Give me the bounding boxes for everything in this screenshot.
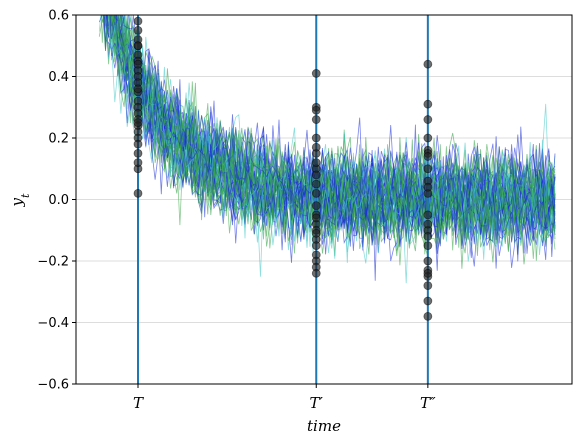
sample-point [423, 210, 433, 220]
sample-point [423, 231, 433, 241]
y-tick-label: −0.4 [37, 316, 69, 331]
sample-point [311, 158, 321, 168]
sample-point [311, 228, 321, 238]
y-tick-label: −0.6 [37, 378, 69, 393]
x-tick-label: T″ [420, 394, 436, 412]
x-axis-label: time [307, 417, 341, 435]
sample-point [423, 59, 433, 69]
sample-point [423, 99, 433, 109]
sample-points [133, 16, 433, 321]
sample-point [133, 148, 143, 158]
sample-point [423, 281, 433, 291]
sample-point [133, 16, 143, 26]
sample-point [133, 59, 143, 69]
sample-point [423, 115, 433, 124]
sample-point [311, 268, 321, 278]
y-tick-label: −0.2 [37, 255, 69, 270]
sample-path [106, 15, 556, 239]
sample-point [311, 179, 321, 189]
sample-paths [98, 15, 556, 284]
sample-point [311, 69, 321, 78]
sample-point [423, 133, 433, 143]
sample-path [107, 15, 556, 254]
sample-point [423, 152, 433, 161]
sample-point [423, 296, 433, 306]
sample-point [423, 268, 433, 278]
sample-path [109, 15, 556, 269]
y-tick-label: 0.6 [48, 9, 69, 24]
y-tick-label: 0.2 [48, 132, 69, 147]
sample-point [423, 241, 433, 251]
sample-point [133, 84, 143, 94]
sample-point [311, 105, 321, 115]
sample-point [311, 241, 321, 251]
sample-point [423, 256, 433, 266]
x-axis: T T′ T″ [133, 384, 436, 412]
y-axis: −0.6 −0.4 −0.2 0.0 0.2 0.4 0.6 [37, 9, 76, 393]
sample-point [423, 164, 433, 174]
x-tick-label: T′ [310, 394, 324, 412]
sample-path [113, 15, 556, 235]
sample-point [133, 158, 143, 168]
y-tick-label: 0.4 [48, 70, 69, 85]
sample-point [133, 139, 143, 149]
sample-path [118, 15, 556, 220]
y-axis-label: yt [8, 193, 32, 207]
sample-point [423, 182, 433, 192]
sample-point [133, 188, 143, 198]
sample-point [311, 133, 321, 143]
x-tick-label: T [133, 394, 144, 412]
y-tick-label: 0.0 [48, 193, 69, 208]
sample-point [133, 118, 143, 128]
sample-point [133, 25, 143, 35]
sample-point [423, 311, 433, 321]
sample-path [122, 15, 556, 281]
sample-point [311, 213, 321, 223]
sample-point [311, 188, 321, 198]
sample-point [311, 142, 321, 152]
sample-point [311, 170, 321, 180]
sample-point [423, 219, 433, 229]
sample-point [133, 41, 143, 51]
sample-point [311, 201, 321, 211]
sample-point [311, 115, 321, 124]
